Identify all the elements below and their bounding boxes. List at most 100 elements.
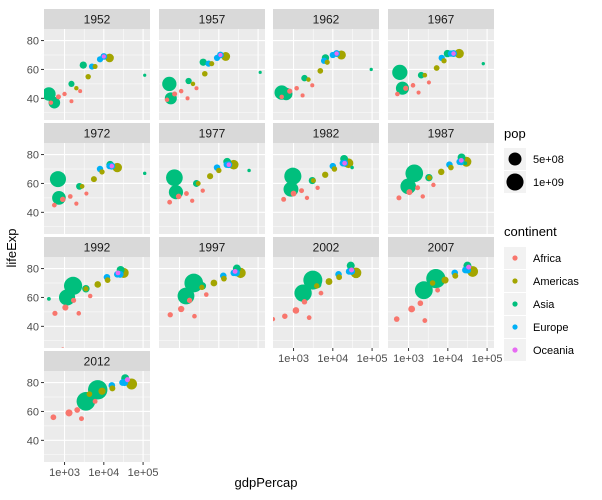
data-point-africa [310, 83, 315, 88]
panel-background [44, 143, 150, 234]
data-point-africa [76, 311, 82, 316]
strip-background [273, 123, 379, 143]
y-tick-label: 80 [27, 264, 39, 276]
x-tick-label: 1e+05 [472, 353, 503, 365]
data-point-americas [190, 81, 196, 87]
y-axis-title: lifeExp [4, 228, 19, 267]
facet-1992: 1992 40 60 80 [27, 237, 150, 348]
data-point-africa [299, 188, 305, 194]
point-layer [281, 154, 354, 202]
panel-background [44, 29, 150, 120]
strip-background [44, 237, 150, 257]
strip-label: 1952 [84, 13, 111, 27]
color-legend-label: Oceania [533, 345, 575, 357]
data-point-asia [369, 67, 373, 72]
facet-1997: 1997 [159, 237, 265, 348]
data-point-oceania [101, 54, 106, 59]
data-point-africa [92, 398, 98, 404]
data-point-africa [422, 318, 428, 323]
y-tick-label: 80 [27, 150, 39, 162]
data-point-africa [420, 194, 425, 199]
point-layer [392, 48, 485, 97]
panel-background [159, 257, 265, 348]
data-point-asia [68, 80, 75, 87]
data-point-americas [448, 164, 454, 171]
strip-background [273, 237, 379, 257]
strip-label: 1977 [199, 127, 226, 141]
data-point-oceania [115, 270, 121, 276]
data-point-africa [87, 293, 93, 299]
data-point-asia [247, 168, 251, 173]
x-tick-label: 1e+04 [432, 353, 463, 365]
strip-background [44, 351, 150, 371]
data-point-americas [317, 68, 324, 74]
color-legend-key-oceania [512, 347, 518, 353]
facet-2007: 2007 1e+03 1e+04 1e+05 [388, 237, 503, 365]
color-legend-title: continent [504, 224, 557, 239]
data-point-africa [318, 290, 324, 296]
data-point-africa [55, 94, 61, 100]
data-point-africa [396, 195, 402, 201]
facet-panels: 1952 40 60 80 1957 1962 1967 1972 40 60 80 1977 1982… [27, 9, 503, 479]
data-point-africa [410, 83, 416, 88]
size-legend-label: 5e+08 [533, 154, 564, 166]
data-point-africa [177, 305, 185, 313]
data-point-asia [79, 61, 87, 69]
data-point-africa [287, 88, 293, 94]
x-tick-label: 1e+03 [278, 353, 309, 365]
facet-1962: 1962 [273, 9, 379, 120]
data-point-africa [416, 90, 421, 95]
x-tick-label: 1e+04 [317, 353, 348, 365]
strip-label: 1962 [313, 13, 340, 27]
data-point-asia [143, 73, 147, 77]
data-point-americas [438, 168, 445, 176]
panel-background [44, 257, 150, 348]
data-point-americas [216, 167, 222, 174]
data-point-americas [109, 385, 116, 392]
data-point-asia [346, 261, 355, 270]
data-point-africa [65, 409, 73, 417]
data-point-americas [199, 284, 205, 290]
y-tick-label: 80 [27, 36, 39, 48]
data-point-americas [202, 70, 208, 77]
data-point-americas [207, 173, 214, 180]
color-legend-key-asia [512, 301, 518, 307]
y-tick-label: 60 [27, 64, 39, 76]
data-point-asia [166, 169, 183, 187]
data-point-africa [74, 407, 81, 413]
data-point-africa [70, 297, 77, 303]
panel-background [273, 257, 379, 348]
data-point-oceania [451, 51, 456, 56]
data-point-americas [314, 283, 320, 289]
data-point-americas [331, 166, 338, 172]
data-point-americas [441, 58, 447, 64]
strip-background [44, 123, 150, 143]
data-point-africa [74, 201, 79, 206]
data-point-asia [414, 281, 433, 300]
data-point-oceania [109, 163, 115, 169]
data-point-asia [350, 165, 354, 170]
data-point-africa [167, 199, 173, 205]
data-point-asia [463, 161, 468, 166]
strip-label: 1987 [428, 127, 455, 141]
size-legend: pop 5e+08 1e+09 [504, 126, 564, 193]
data-point-africa [417, 300, 424, 307]
color-legend-label: Europe [533, 322, 568, 334]
data-point-africa [178, 88, 184, 94]
data-point-africa [431, 182, 436, 188]
data-point-asia [405, 164, 424, 183]
data-point-asia [284, 167, 302, 185]
data-point-americas [79, 183, 85, 189]
data-point-africa [192, 313, 197, 319]
y-tick-label: 40 [27, 207, 39, 219]
data-point-africa [62, 91, 67, 97]
data-point-americas [94, 281, 102, 288]
data-point-americas [105, 53, 114, 63]
data-point-africa [281, 196, 287, 202]
data-point-africa [50, 414, 57, 421]
data-point-americas [83, 286, 89, 292]
data-point-americas [209, 61, 215, 67]
data-point-africa [395, 91, 400, 97]
data-point-africa [69, 99, 74, 104]
strip-label: 1972 [84, 127, 111, 141]
